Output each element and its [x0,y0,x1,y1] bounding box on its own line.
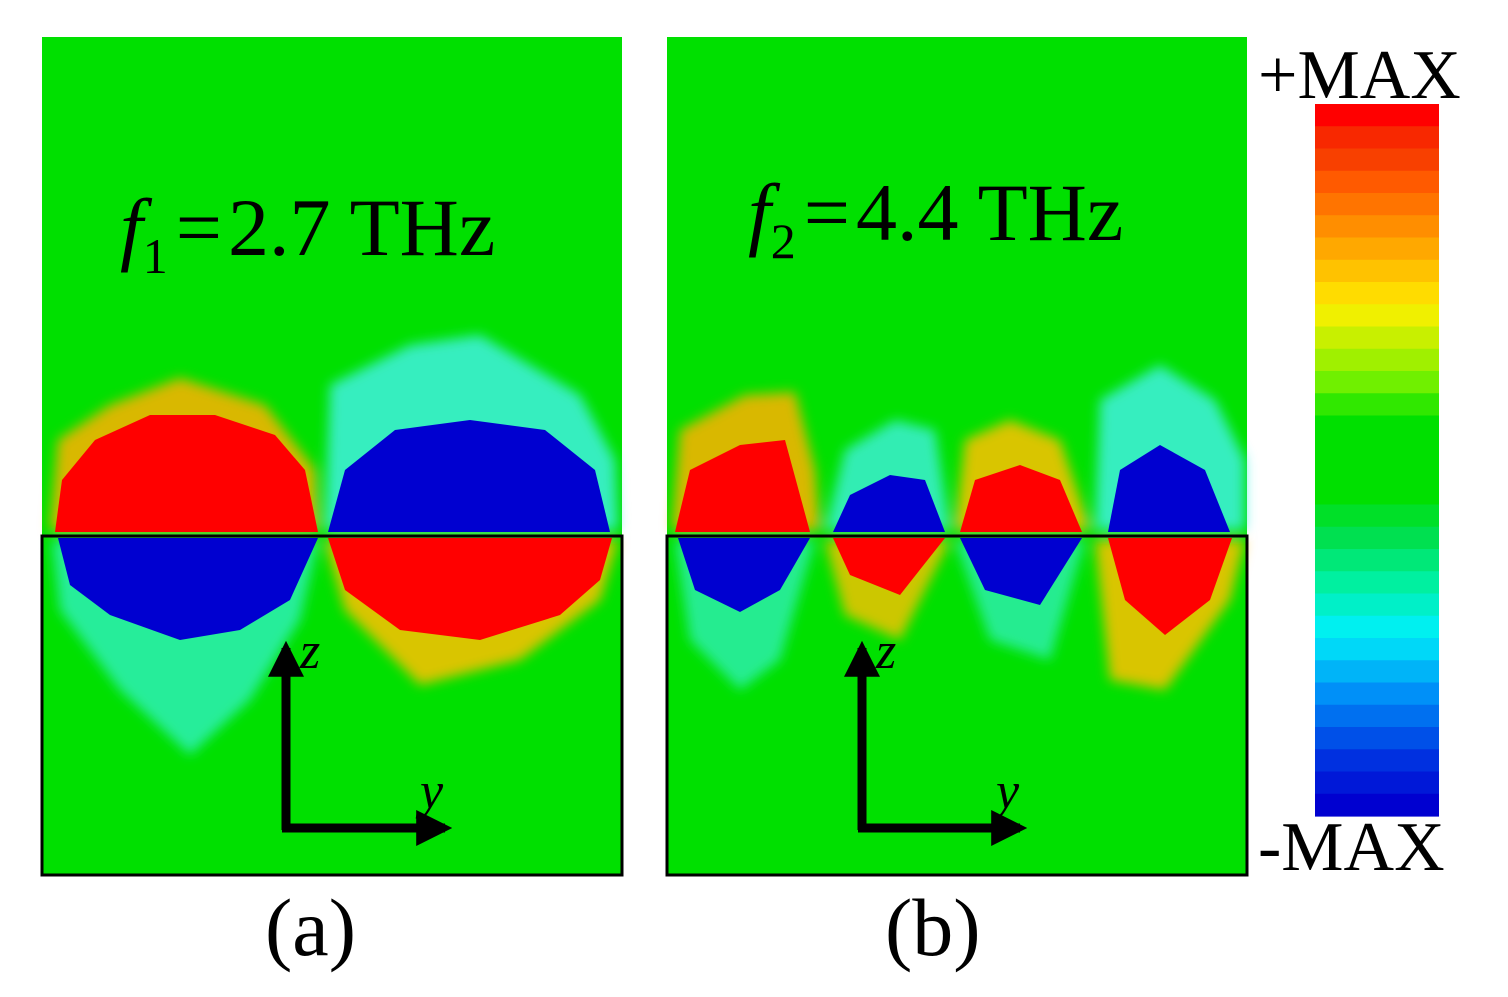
colorbar-band [1315,193,1439,216]
panel-b-freq-subscript: 2 [771,213,796,269]
panel-b-freq-value: 4.4 THz [856,167,1123,258]
colorbar-min-label: -MAX [1258,809,1445,886]
colorbar-band [1315,437,1439,461]
colorbar-band [1315,393,1439,417]
colorbar-band [1315,593,1439,617]
panel-a-axes: z y [268,623,453,846]
panel-a-z-label: z [299,623,320,680]
panel-b-lobe-lower-positive-2 [1108,538,1232,635]
colorbar-band [1315,170,1439,194]
colorbar-band [1315,282,1439,305]
colorbar-band [1315,638,1439,661]
panel-b-freq-equals: = [804,167,850,258]
panel-b-lobe-lower-negative-1 [678,538,810,612]
panel-a-freq-equals: = [176,182,222,273]
panel-b-substrate-outline [665,534,1249,877]
colorbar-band [1315,682,1439,706]
colorbar: +MAX -MAX [1258,37,1461,886]
panel-a-freq-value: 2.7 THz [228,182,495,273]
panel-a-lobe-lower-positive [328,538,612,640]
panel-b-y-label: y [991,763,1020,820]
panel-b-lobe-upper-positive-1 [675,440,810,532]
panel-a-lobe-lower-negative [58,538,318,640]
colorbar-band [1315,460,1439,483]
panel-b-axes: z y [844,623,1028,846]
colorbar-band [1315,704,1439,728]
colorbar-band [1315,104,1439,127]
colorbar-band [1315,549,1439,572]
panel-a-freq-subscript: 1 [143,228,168,284]
panel-b-caption: (b) [885,882,981,973]
panel-b-lobe-lower-positive-1 [833,538,945,595]
panel-a-lobe-upper-negative [328,420,610,532]
colorbar-band [1315,660,1439,684]
colorbar-band [1315,771,1439,795]
colorbar-band [1315,237,1439,261]
colorbar-band [1315,415,1439,439]
colorbar-band [1315,793,1439,817]
panel-b: f2=4.4 THz z y (b) [665,37,1249,973]
panel-a-substrate-outline [40,534,624,877]
colorbar-band [1315,482,1439,506]
colorbar-band [1315,148,1439,172]
colorbar-band [1315,259,1439,283]
colorbar-band [1315,126,1439,150]
colorbar-band [1315,727,1439,750]
colorbar-band [1315,504,1439,528]
panel-b-frequency-label: f2=4.4 THz [748,167,1123,269]
panel-b-lobe-lower-negative-2 [960,538,1082,605]
colorbar-max-label: +MAX [1258,37,1461,114]
panel-b-lobe-upper-negative-1 [833,475,945,532]
colorbar-band [1315,571,1439,595]
panel-b-lobe-upper-positive-2 [960,465,1082,532]
panel-a-y-label: y [415,763,444,820]
colorbar-band [1315,304,1439,328]
colorbar-band [1315,615,1439,639]
panel-a: f1=2.7 THz z y (a) [40,37,624,973]
colorbar-band [1315,348,1439,372]
colorbar-bands [1315,104,1439,817]
colorbar-band [1315,215,1439,239]
colorbar-band [1315,526,1439,550]
panel-a-frequency-label: f1=2.7 THz [120,182,495,284]
panel-a-caption: (a) [265,882,356,973]
panel-b-lobe-upper-negative-2 [1108,445,1230,532]
colorbar-band [1315,371,1439,394]
colorbar-band [1315,749,1439,773]
panel-a-lobe-upper-positive [55,415,318,532]
colorbar-band [1315,326,1439,350]
panel-b-z-label: z [875,623,896,680]
